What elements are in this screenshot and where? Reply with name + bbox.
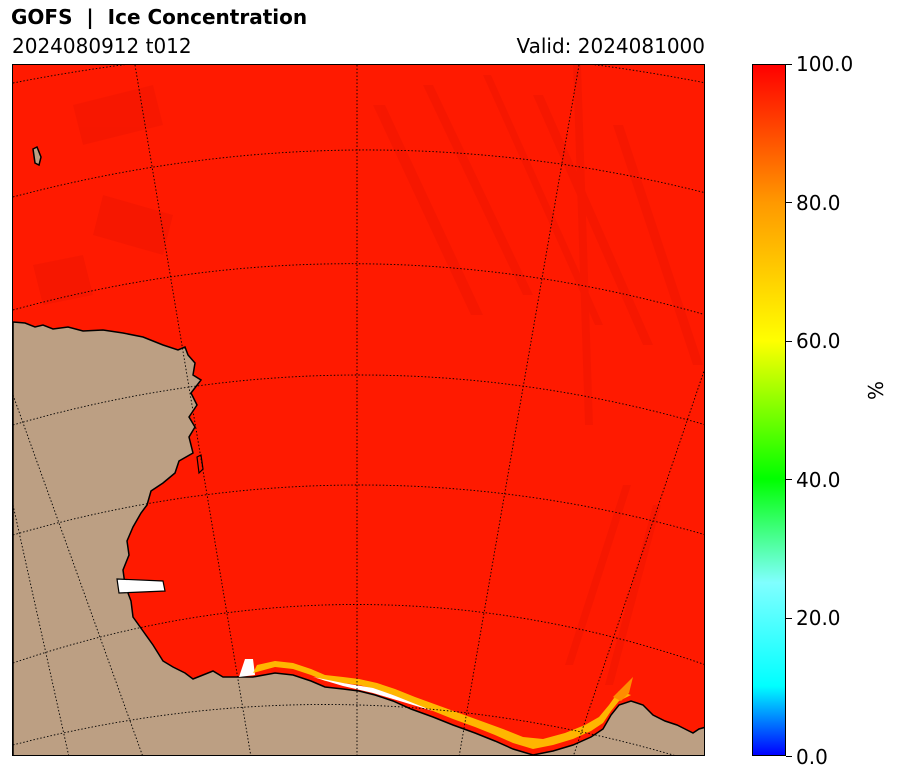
land-mass [13, 321, 704, 755]
colorbar [752, 64, 786, 756]
map-title: GOFS | Ice Concentration [11, 5, 308, 29]
colorbar-tick-label: 80.0 [796, 191, 841, 215]
colorbar-tick [786, 618, 792, 619]
colorbar-tick [786, 64, 792, 65]
colorbar-tick-label: 60.0 [796, 329, 841, 353]
colorbar-tick [786, 479, 792, 480]
colorbar-tick [786, 756, 792, 757]
ice-texture [33, 65, 703, 685]
ice-concentration-map[interactable] [12, 64, 705, 756]
valid-time-label: Valid: 2024081000 [516, 34, 705, 58]
inlet-bar [116, 578, 166, 594]
run-label: 2024080912 t012 [12, 34, 192, 58]
colorbar-tick-label: 20.0 [796, 606, 841, 630]
graticule-parallels [13, 65, 704, 755]
map-canvas [13, 65, 704, 755]
colorbar-tick [786, 202, 792, 203]
ice-edge-fringe [239, 659, 633, 749]
island-outline [32, 145, 42, 167]
colorbar-tick-label: 0.0 [796, 745, 828, 769]
colorbar-unit-label: % [864, 380, 888, 400]
graticule-meridians [13, 65, 704, 755]
colorbar-tick-label: 40.0 [796, 468, 841, 492]
colorbar-tick [786, 341, 792, 342]
colorbar-tick-label: 100.0 [796, 52, 854, 76]
